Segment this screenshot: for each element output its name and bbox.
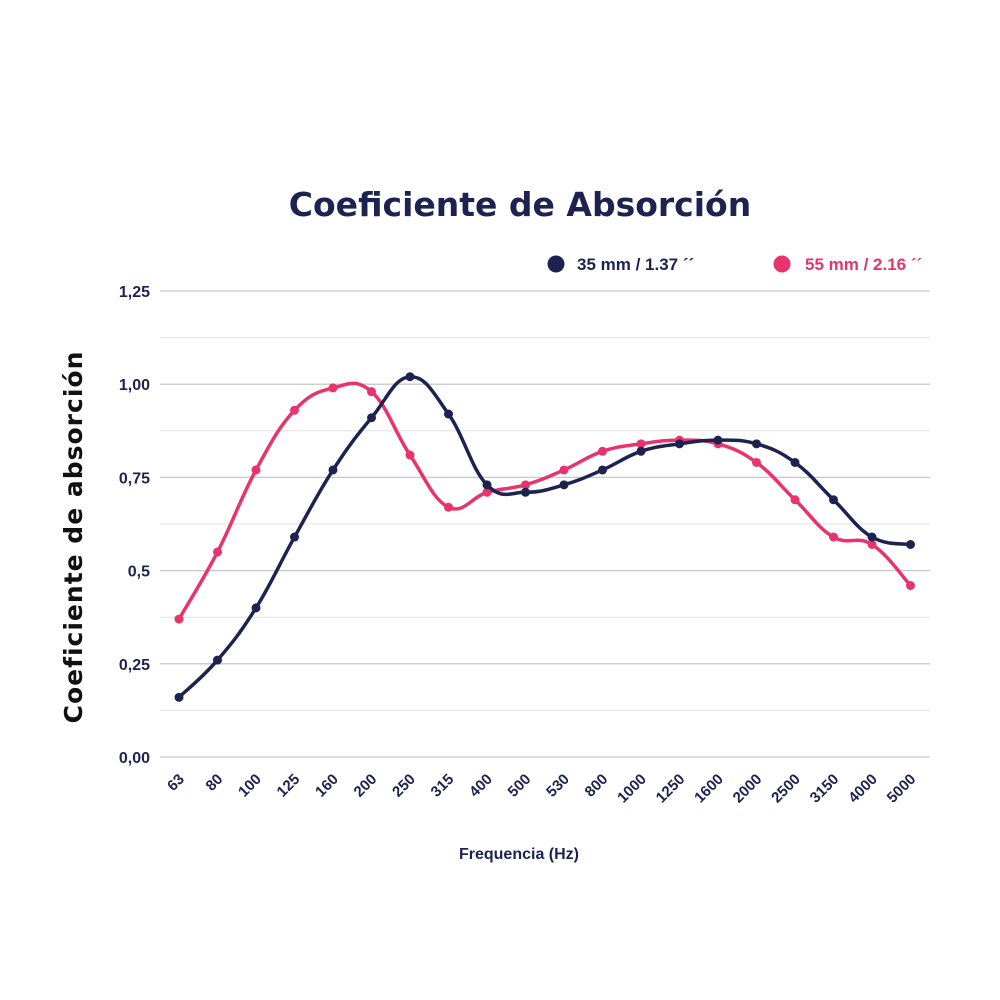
x-tick-label: 315 — [428, 771, 458, 801]
x-axis-ticks: 63 80 100 125 160 200 250 315 400 500 530 800 1000 12… — [164, 771, 919, 807]
x-tick-label: 800 — [582, 771, 612, 801]
data-point — [829, 495, 838, 505]
data-point — [251, 603, 261, 613]
series-2 — [174, 381, 915, 624]
x-tick-label: 2000 — [730, 771, 766, 807]
x-tick-label: 160 — [312, 771, 342, 801]
data-point — [752, 439, 761, 449]
data-point — [405, 372, 415, 382]
legend-label: 35 mm / 1.37 ´´ — [577, 255, 694, 274]
data-point — [213, 547, 222, 557]
data-point — [367, 413, 376, 423]
data-point — [174, 614, 184, 624]
x-tick-label: 530 — [543, 771, 573, 801]
legend-marker — [773, 255, 791, 273]
data-point — [482, 487, 492, 497]
x-tick-label: 250 — [389, 771, 419, 801]
data-point — [713, 435, 723, 445]
data-point — [790, 495, 800, 505]
data-point — [521, 480, 530, 490]
data-point — [559, 480, 569, 490]
legend-marker — [547, 255, 565, 273]
x-tick-label: 63 — [164, 771, 188, 795]
series-line — [177, 381, 913, 621]
data-point — [444, 502, 453, 512]
data-point — [867, 540, 877, 550]
series-1 — [174, 372, 915, 702]
data-point — [829, 532, 838, 542]
x-tick-label: 100 — [235, 771, 265, 801]
data-point — [482, 480, 492, 490]
x-tick-label: 80 — [203, 771, 227, 795]
x-tick-label: 400 — [466, 771, 496, 801]
data-point — [598, 446, 607, 456]
y-tick-label: 0,75 — [119, 470, 150, 487]
data-point — [598, 465, 607, 475]
x-tick-label: 500 — [505, 771, 535, 801]
x-tick-label: 2500 — [768, 771, 804, 807]
legend: 35 mm / 1.37 ´´ 55 mm / 2.16 ´´ — [547, 255, 922, 274]
legend-label: 55 mm / 2.16 ´´ — [805, 255, 922, 274]
data-point — [328, 465, 338, 475]
series-layer — [174, 372, 915, 702]
x-tick-label: 5000 — [884, 771, 920, 807]
y-axis-label: Coeficiente de absorción — [59, 351, 88, 724]
data-point — [790, 457, 800, 467]
data-point — [444, 409, 453, 419]
data-point — [521, 487, 530, 497]
data-point — [867, 532, 877, 542]
data-point — [213, 655, 222, 665]
data-point — [405, 450, 415, 460]
grid-lines — [160, 290, 930, 758]
x-tick-label: 3150 — [807, 771, 843, 807]
y-tick-label: 1,00 — [119, 377, 150, 394]
chart-title: Coeficiente de Absorción — [289, 185, 751, 224]
data-point — [906, 540, 915, 550]
data-point — [636, 439, 646, 449]
x-tick-label: 200 — [351, 771, 381, 801]
x-tick-label: 1600 — [691, 771, 727, 807]
y-tick-label: 0,00 — [119, 750, 150, 767]
data-point — [367, 387, 376, 397]
data-point — [752, 457, 761, 467]
data-point — [906, 581, 915, 591]
data-point — [559, 465, 569, 475]
data-point — [290, 532, 299, 542]
y-tick-label: 0,25 — [119, 657, 150, 674]
series-line — [177, 374, 913, 700]
y-tick-label: 0,5 — [128, 564, 150, 581]
x-tick-label: 4000 — [845, 771, 881, 807]
data-point — [328, 383, 338, 393]
data-point — [174, 692, 184, 702]
data-point — [290, 405, 299, 415]
data-point — [251, 465, 261, 475]
x-axis-label: Frequencia (Hz) — [459, 846, 579, 863]
y-axis-ticks: 0,00 0,25 0,5 0,75 1,00 1,25 — [119, 284, 150, 767]
y-tick-label: 1,25 — [119, 284, 150, 301]
data-point — [675, 439, 684, 449]
x-tick-label: 1000 — [614, 771, 650, 807]
x-tick-label: 125 — [274, 771, 304, 801]
data-point — [636, 446, 646, 456]
x-tick-label: 1250 — [653, 771, 689, 807]
